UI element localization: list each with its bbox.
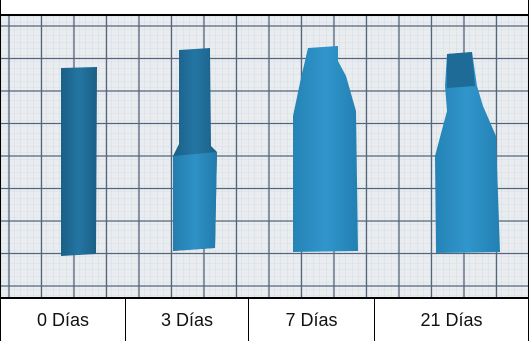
top-border (0, 0, 529, 14)
sample-7-days (293, 46, 358, 252)
sample-21-days (435, 52, 500, 253)
label-21-days: 21 Días (420, 309, 483, 330)
label-7-days: 7 Días (249, 299, 375, 341)
sample-0-days (61, 67, 97, 256)
day-labels: 0 Días 3 Días 7 Días 21 Días (0, 297, 529, 341)
grid-paper (1, 16, 528, 297)
sample-3-days-lower (173, 152, 217, 251)
sample-photograph (0, 14, 529, 297)
label-3-days: 3 Días (126, 299, 249, 341)
sample-21-days-top (447, 52, 475, 88)
label-0-days: 0 Días (1, 299, 126, 341)
